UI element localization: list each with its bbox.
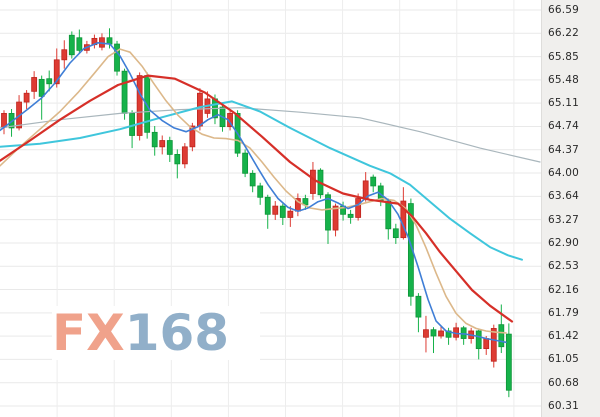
axis-label: 65.48: [548, 73, 580, 86]
candle-down: [392, 223, 399, 244]
ma-cyan-line: [0, 100, 523, 261]
candle-up: [423, 315, 429, 353]
axis-label: 63.27: [548, 213, 580, 226]
axis-label: 60.68: [548, 376, 580, 389]
candle-up: [294, 193, 301, 217]
candle-down: [249, 170, 256, 193]
axis-label: 65.11: [548, 97, 580, 110]
axis-label: 64.00: [548, 167, 580, 180]
candle-down: [370, 174, 377, 193]
ma-blue-line: [0, 41, 507, 344]
axis-label: 64.37: [548, 143, 580, 156]
axis-label: 61.79: [548, 306, 580, 319]
axis-label: 61.05: [548, 353, 580, 366]
candle-up: [136, 72, 143, 141]
axis-label: 64.74: [548, 120, 580, 133]
candle-down: [242, 149, 249, 178]
candle-up: [61, 40, 68, 69]
candle-down: [505, 323, 512, 398]
candle-up: [272, 201, 279, 220]
candle-down: [114, 40, 120, 76]
candle-up: [181, 143, 188, 169]
axis-label: 62.90: [548, 236, 580, 249]
candle-down: [46, 70, 53, 92]
candle-down: [475, 329, 482, 360]
candle-down: [347, 209, 354, 224]
candle-down: [121, 68, 128, 120]
candle-up: [159, 135, 166, 155]
axis-label: 66.59: [548, 4, 580, 16]
candle-down: [279, 203, 286, 226]
candle-down: [68, 31, 75, 59]
grid-layer: [0, 0, 541, 417]
candle-down: [257, 182, 264, 205]
candle-down: [430, 327, 437, 354]
candle-down: [129, 110, 135, 149]
price-axis: 66.59 66.22 65.85 65.48 65.11 64.74 64.37 64.00…: [541, 0, 600, 417]
candle-up: [287, 206, 294, 227]
candle-down: [415, 293, 422, 333]
candle-up: [31, 71, 38, 99]
ma-red-line: [0, 74, 514, 323]
axis-label: 60.31: [548, 400, 580, 412]
watermark-fx: FX: [52, 304, 125, 362]
candle-down: [151, 126, 158, 156]
candle-down: [166, 136, 173, 162]
candle-up: [453, 322, 460, 341]
fx168-watermark: FX 168: [52, 306, 260, 360]
axis-label: 62.16: [548, 283, 580, 296]
axis-label: 65.85: [548, 50, 580, 63]
candle-down: [385, 198, 392, 240]
ma-gray-line: [0, 107, 541, 163]
candle-up: [1, 110, 7, 135]
axis-label: 66.22: [548, 27, 580, 40]
candle-down: [76, 29, 83, 54]
candle-up: [91, 34, 98, 49]
axis-label: 63.64: [548, 190, 580, 203]
candle-down: [325, 192, 331, 244]
candle-down: [460, 325, 467, 345]
axis-label: 62.53: [548, 260, 580, 273]
candle-up: [438, 325, 444, 339]
candle-up: [23, 90, 30, 109]
candle-down: [174, 149, 181, 179]
candle-down: [445, 327, 452, 345]
ma-tan-line: [0, 48, 507, 334]
candle-down: [264, 194, 271, 229]
candle-up: [99, 33, 105, 51]
axis-label: 61.42: [548, 330, 580, 343]
watermark-168: 168: [124, 304, 230, 362]
